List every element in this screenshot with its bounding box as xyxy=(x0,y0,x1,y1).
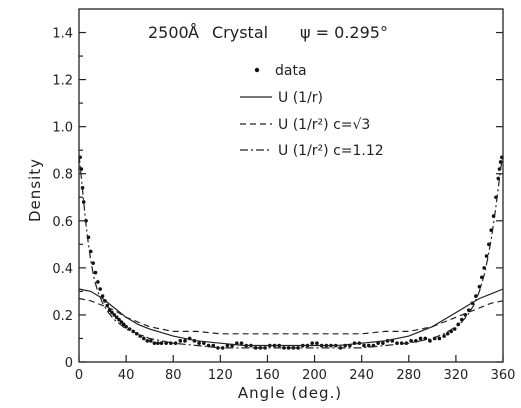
chart-marks xyxy=(78,154,504,350)
annotation-unit: Å xyxy=(188,23,199,42)
legend-label-u-1-r2-112: U (1/r²) c=1.12 xyxy=(278,143,384,159)
data-point xyxy=(110,310,114,315)
data-point xyxy=(418,336,423,341)
y-tick-label: 0 xyxy=(65,356,73,371)
data-point xyxy=(381,341,385,345)
data-point xyxy=(124,324,128,329)
data-point xyxy=(121,322,126,327)
x-tick-label: 200 xyxy=(302,368,327,383)
y-tick-label: 0.8 xyxy=(52,168,73,183)
data-point xyxy=(152,341,157,345)
data-point xyxy=(423,336,428,341)
x-tick-label: 160 xyxy=(255,368,280,383)
legend-label-u-1-r2-sqrt3: U (1/r²) c=√3 xyxy=(278,117,370,133)
data-point xyxy=(310,341,315,345)
data-point xyxy=(79,167,84,171)
data-point xyxy=(159,341,164,345)
data-point xyxy=(197,341,201,345)
data-point xyxy=(93,270,98,275)
y-tick-label: 0.6 xyxy=(52,215,73,230)
data-point xyxy=(428,339,432,343)
data-point xyxy=(253,346,258,350)
data-point xyxy=(119,320,124,324)
data-point xyxy=(178,339,183,343)
data-point xyxy=(117,317,121,322)
data-point xyxy=(474,294,478,298)
data-point xyxy=(437,336,442,341)
data-point xyxy=(225,343,230,348)
data-point xyxy=(286,346,291,350)
data-point xyxy=(138,334,143,338)
data-point xyxy=(484,254,489,258)
data-point xyxy=(105,303,110,308)
x-tick-label: 280 xyxy=(396,368,421,383)
data-point xyxy=(91,261,95,265)
legend-label-u-1-r: U (1/r) xyxy=(278,90,323,106)
y-tick-label: 1.2 xyxy=(52,74,73,89)
series-3-line xyxy=(78,154,504,349)
data-point xyxy=(114,315,119,320)
annotation: 2500 Å Crystal ψ = 0.295° xyxy=(148,23,388,42)
data-point xyxy=(112,313,117,317)
legend-label-data: data xyxy=(275,63,307,79)
annotation-psi: ψ = 0.295° xyxy=(300,23,388,42)
data-point xyxy=(220,346,225,350)
y-tick-label: 1.0 xyxy=(52,121,73,136)
data-point xyxy=(100,294,105,298)
y-tick-label: 0.4 xyxy=(52,262,73,277)
annotation-thickness: 2500 xyxy=(148,23,189,42)
data-point xyxy=(149,339,153,343)
legend-swatch-data xyxy=(254,67,260,73)
data-point xyxy=(239,341,244,345)
data-point xyxy=(81,200,86,204)
data-point xyxy=(141,336,146,341)
data-point xyxy=(282,346,286,350)
x-tick-label: 120 xyxy=(208,368,233,383)
x-tick-label: 320 xyxy=(443,368,468,383)
data-point xyxy=(414,339,418,343)
x-tick-label: 360 xyxy=(491,368,516,383)
data-point xyxy=(442,334,446,338)
data-point xyxy=(173,341,178,345)
data-point xyxy=(96,280,100,284)
data-point xyxy=(362,343,366,348)
y-axis-label: Density xyxy=(26,158,44,222)
x-tick-label: 240 xyxy=(349,368,374,383)
data-point xyxy=(315,341,319,345)
data-point xyxy=(156,341,160,345)
legend: data U (1/r) U (1/r²) c=√3 U (1/r²) c=1.… xyxy=(240,63,384,159)
y-tick-label: 1.4 xyxy=(52,27,73,42)
x-axis-label: Angle (deg.) xyxy=(238,384,342,402)
plot-frame xyxy=(78,8,504,363)
data-point xyxy=(202,341,206,345)
data-point xyxy=(467,308,471,313)
data-point xyxy=(366,343,371,348)
x-tick-label: 80 xyxy=(165,368,182,383)
data-point xyxy=(206,343,211,348)
axis-ticks: 0 40 80 120 160 200 240 280 320 360 0 0.2 0.4 0.6 0.8 1… xyxy=(52,27,515,383)
data-point xyxy=(145,339,150,343)
data-point xyxy=(98,287,102,291)
data-point xyxy=(296,346,300,350)
data-point xyxy=(183,339,187,343)
data-point xyxy=(445,331,450,336)
y-tick-label: 0.2 xyxy=(52,309,73,324)
data-point xyxy=(211,343,216,348)
x-tick-label: 40 xyxy=(118,368,135,383)
data-point xyxy=(477,284,482,289)
data-point xyxy=(409,339,413,343)
data-point xyxy=(235,341,239,345)
data-point xyxy=(376,341,380,345)
annotation-material: Crystal xyxy=(212,23,268,42)
series-2-line xyxy=(78,297,504,335)
data-point xyxy=(169,341,173,345)
x-tick-label: 0 xyxy=(75,368,83,383)
